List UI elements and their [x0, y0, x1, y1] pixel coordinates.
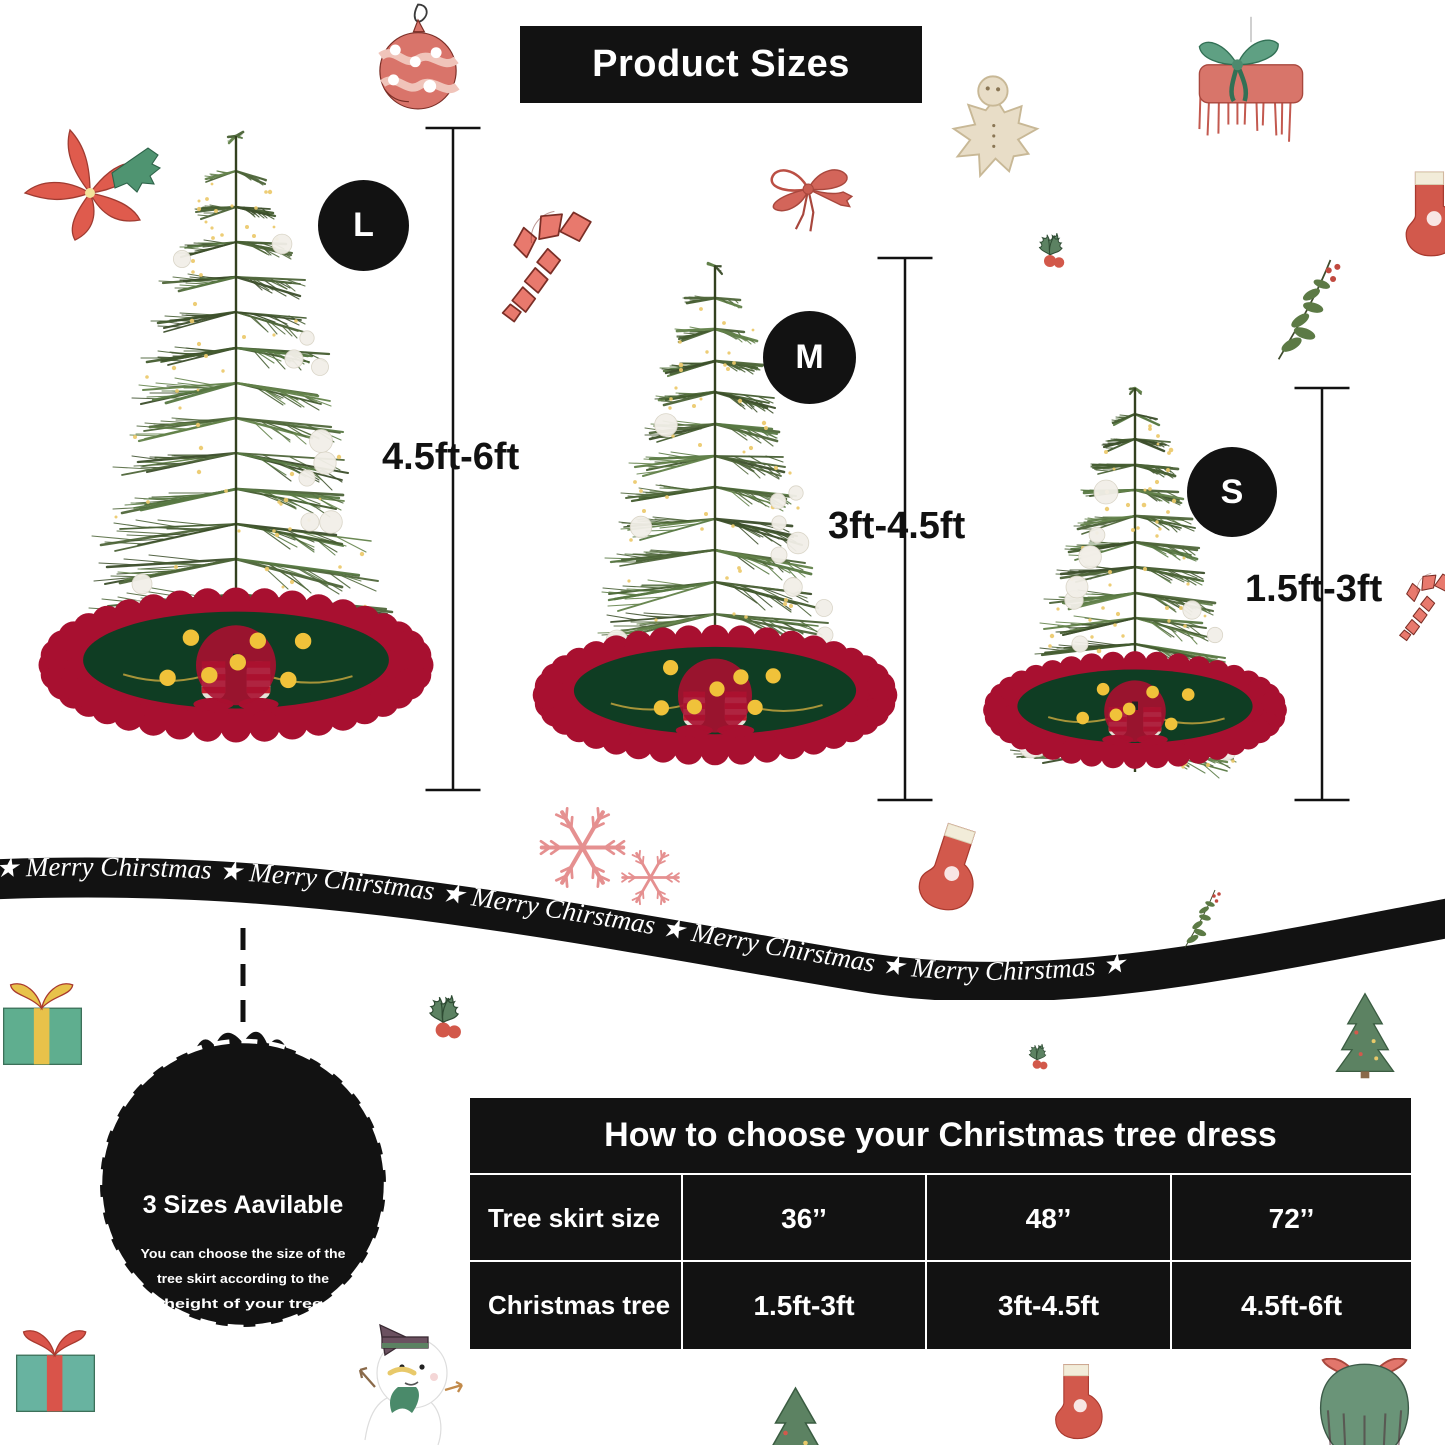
svg-text:3 Sizes Aavilable: 3 Sizes Aavilable	[143, 1191, 344, 1219]
svg-text:tree skirt according to the: tree skirt according to the	[157, 1272, 329, 1286]
svg-text:You can choose the size of the: You can choose the size of the	[141, 1247, 346, 1261]
svg-text:height of your tree: height of your tree	[164, 1297, 322, 1311]
